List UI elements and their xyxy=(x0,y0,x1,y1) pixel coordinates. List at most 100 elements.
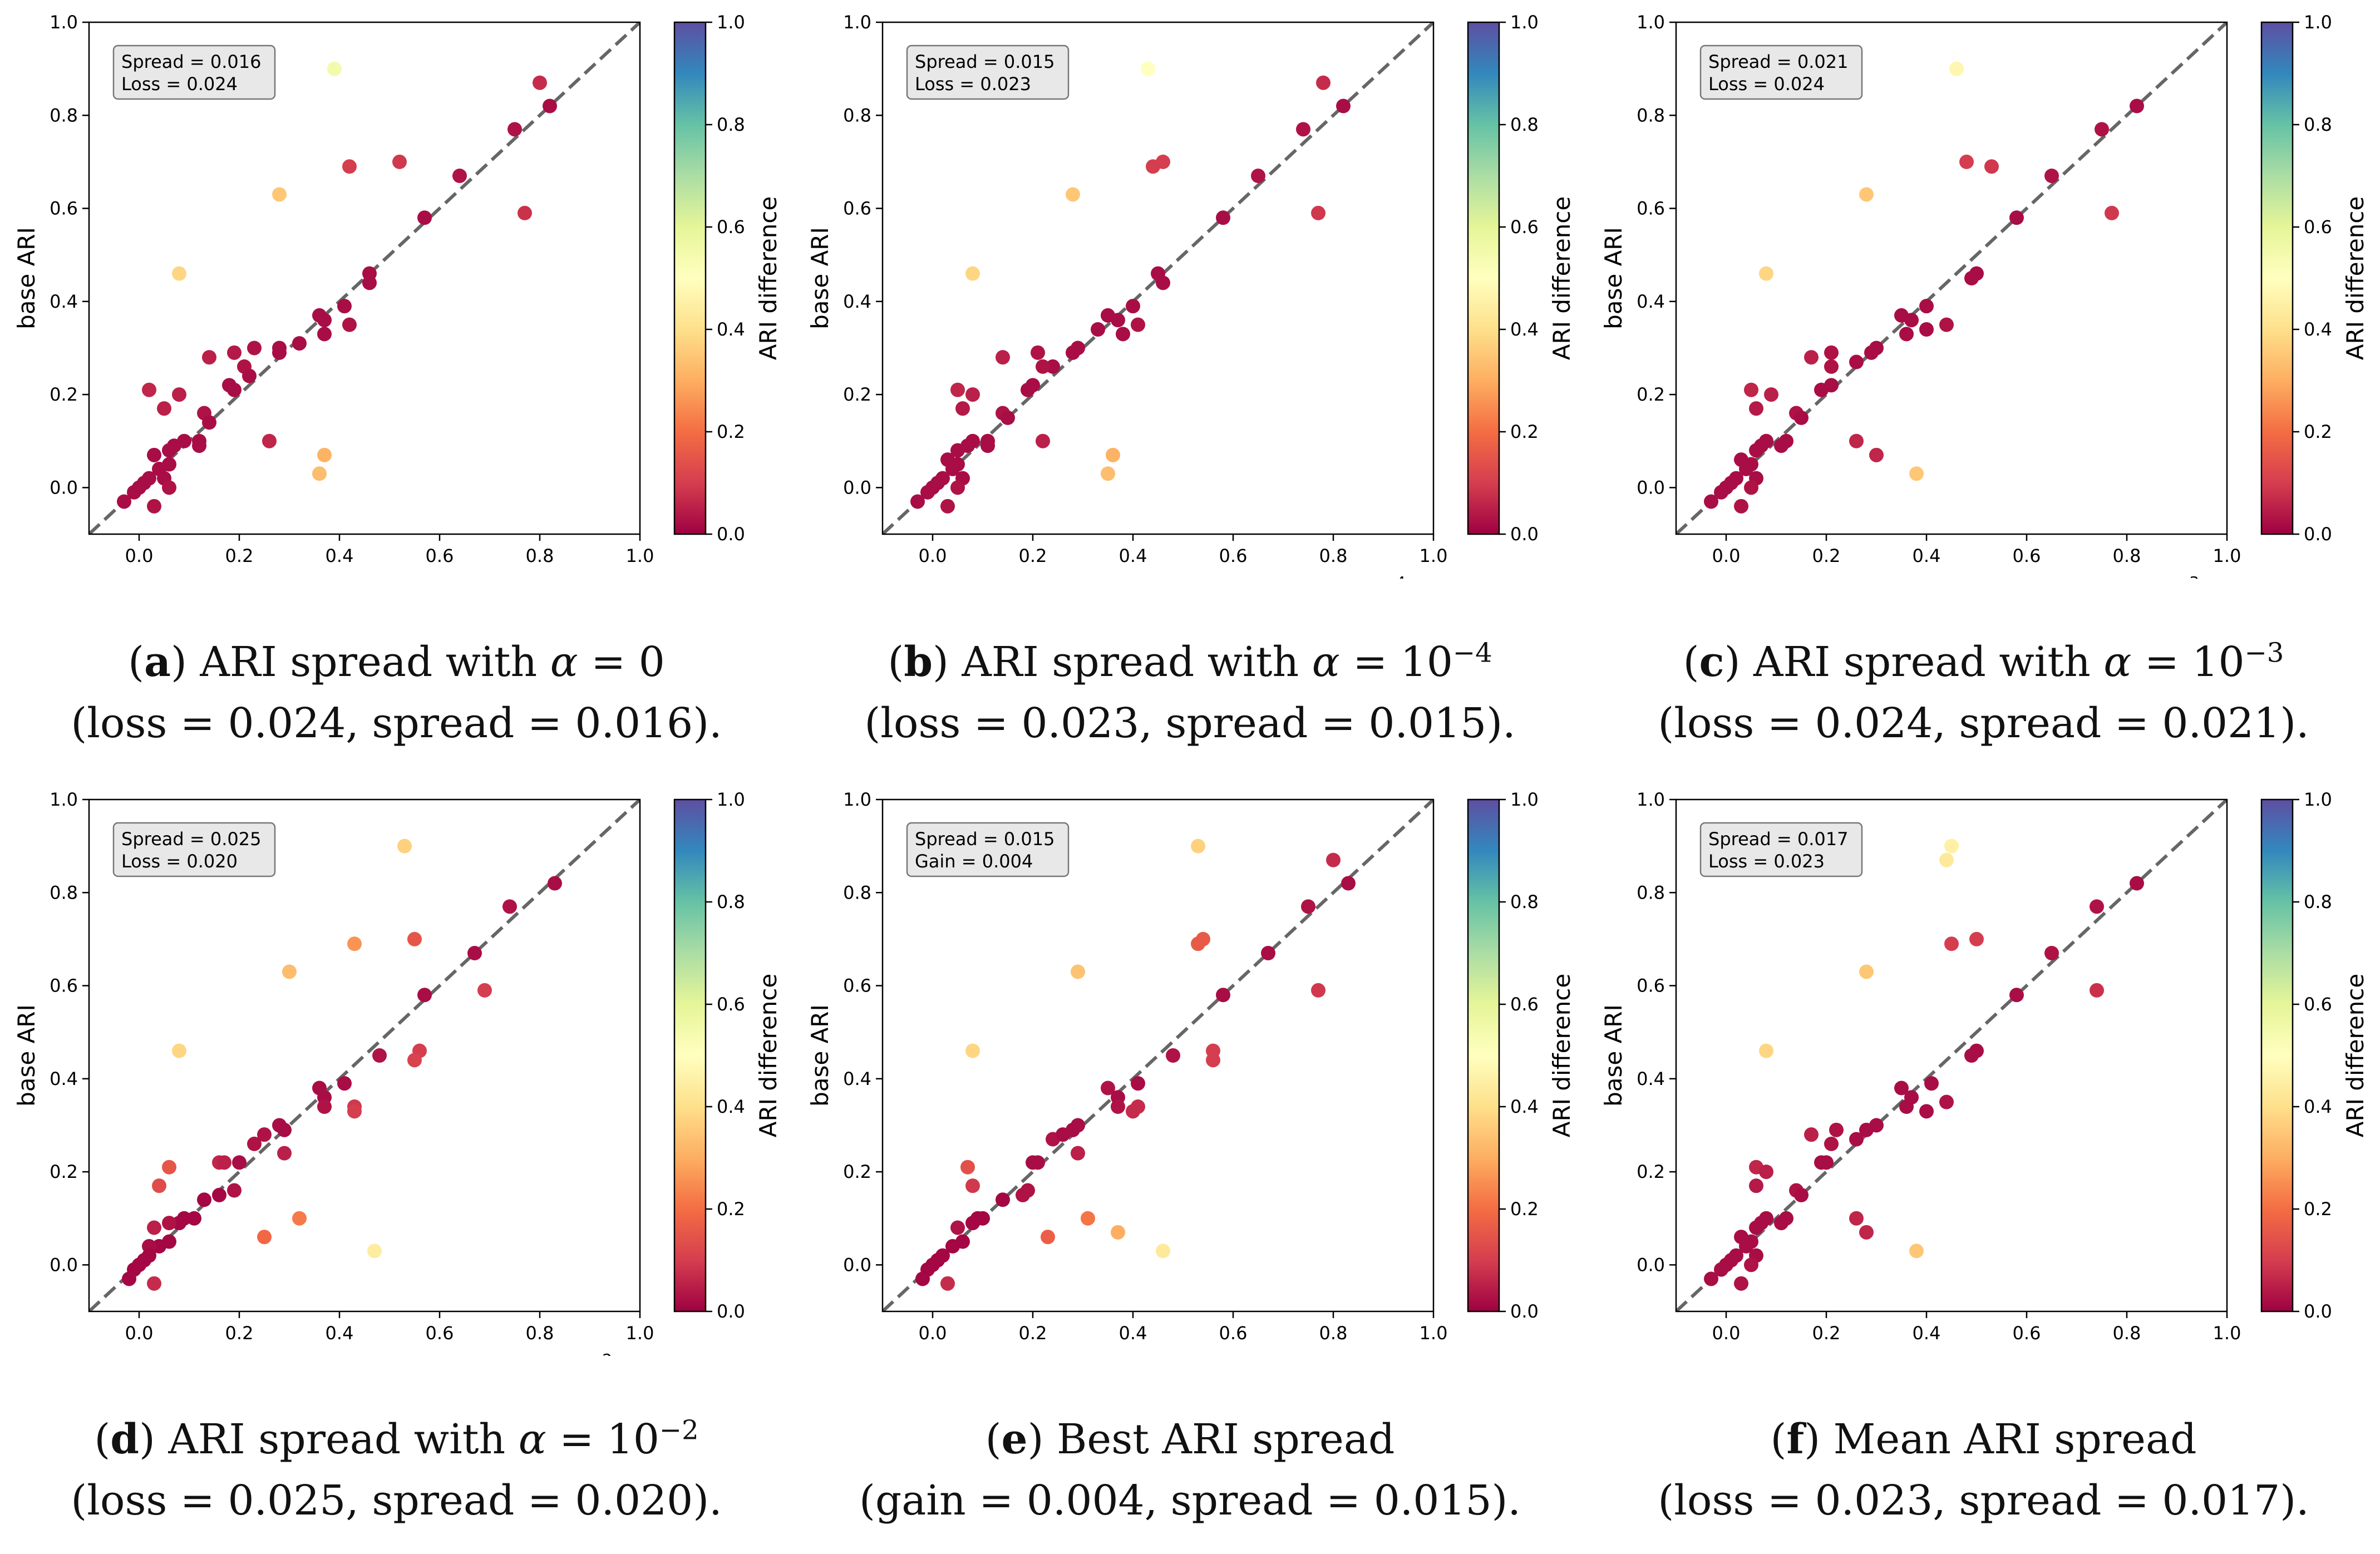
data-point xyxy=(1939,1094,1954,1109)
data-point xyxy=(965,1043,980,1058)
data-point xyxy=(1714,1262,1728,1277)
data-point xyxy=(142,382,156,397)
y-axis-label: base ARI xyxy=(1600,1004,1627,1107)
caption-stats: (gain = 0.004, spread = 0.015). xyxy=(859,1477,1521,1525)
caption-title: (f) Mean ARI spread xyxy=(1770,1415,2197,1463)
data-point xyxy=(122,1271,136,1286)
data-point xyxy=(162,480,176,495)
data-point xyxy=(1041,1230,1055,1245)
y-tick-label: 0.4 xyxy=(50,291,78,312)
colorbar-tick-label: 0.2 xyxy=(2304,1198,2332,1220)
y-tick-label: 0.2 xyxy=(50,1161,78,1182)
data-point xyxy=(2009,210,2024,225)
x-tick-label: 1.0 xyxy=(2213,545,2241,566)
axes-frame xyxy=(881,798,1435,1313)
x-tick-label: 0.4 xyxy=(1913,1323,1941,1344)
points-group xyxy=(117,61,557,514)
data-point xyxy=(1744,382,1758,397)
colorbar-tick-label: 0.8 xyxy=(717,114,745,135)
data-point xyxy=(533,75,547,90)
data-point xyxy=(1714,485,1728,500)
data-point xyxy=(1296,122,1310,137)
data-point xyxy=(272,187,287,202)
x-tick-label: 0.2 xyxy=(225,545,254,566)
data-point xyxy=(1056,1127,1070,1142)
data-point xyxy=(1316,75,1331,90)
data-point xyxy=(242,368,257,383)
data-point xyxy=(1739,461,1753,476)
data-point xyxy=(317,327,332,342)
data-point xyxy=(407,1053,422,1068)
data-point xyxy=(197,1192,211,1207)
data-point xyxy=(257,1127,272,1142)
x-tick-label: 1.0 xyxy=(626,545,654,566)
data-point xyxy=(1919,299,1934,314)
data-point xyxy=(1341,876,1356,891)
x-axis-label: framework ARI for m = 5log T and α=0 xyxy=(136,575,593,579)
stats-line-2: Loss = 0.024 xyxy=(121,73,238,95)
data-point xyxy=(1131,317,1145,332)
data-point xyxy=(1734,499,1748,514)
stats-line-2: Loss = 0.023 xyxy=(1708,851,1825,872)
data-point xyxy=(137,1253,151,1267)
colorbar-tick-label: 0.4 xyxy=(717,319,745,340)
data-point xyxy=(172,266,186,281)
y-tick-label: 0.4 xyxy=(843,291,871,312)
data-point xyxy=(1924,1076,1939,1091)
data-point xyxy=(1146,159,1160,174)
caption-stats: (loss = 0.023, spread = 0.015). xyxy=(864,699,1516,747)
y-tick-label: 0.0 xyxy=(843,477,871,498)
data-point xyxy=(1824,359,1839,374)
caption-d: (d) ARI spread with α = 10−2 (loss = 0.02… xyxy=(0,1409,793,1531)
caption-b: (b) ARI spread with α = 10−4 (loss = 0.02… xyxy=(794,632,1586,754)
data-point xyxy=(1066,345,1080,360)
data-point xyxy=(247,341,262,356)
data-point xyxy=(1849,433,1864,448)
data-point xyxy=(1101,1081,1115,1096)
colorbar-label: ARI difference xyxy=(2342,196,2369,361)
data-point xyxy=(1091,322,1105,337)
x-tick-label: 1.0 xyxy=(2213,1323,2241,1344)
data-point xyxy=(980,438,995,453)
y-tick-label: 0.6 xyxy=(1637,198,1665,219)
data-point xyxy=(202,415,216,430)
y-tick-label: 0.6 xyxy=(50,198,78,219)
data-point xyxy=(1131,1076,1145,1091)
data-point xyxy=(930,476,945,490)
data-point xyxy=(1909,1244,1924,1259)
colorbar-tick-label: 0.0 xyxy=(1510,524,1539,545)
data-point xyxy=(1959,154,1974,169)
stats-line-2: Loss = 0.020 xyxy=(121,851,238,872)
data-point xyxy=(347,1104,362,1119)
data-point xyxy=(342,159,357,174)
y-tick-label: 0.2 xyxy=(1637,384,1665,405)
colorbar: 0.0 0.2 0.4 0.6 0.8 1.0 ARI difference xyxy=(673,789,782,1322)
scatter-plot-d: 0.0 0.2 0.4 0.6 0.8 1.0 0.0 0.2 0.4 0.6 0.8 1.0 base… xyxy=(13,789,782,1356)
y-tick-label: 0.2 xyxy=(843,384,871,405)
x-tick-label: 0.6 xyxy=(1219,545,1248,566)
data-point xyxy=(1744,480,1758,495)
y-tick-label: 0.8 xyxy=(1637,105,1665,126)
data-point xyxy=(996,1192,1010,1207)
y-tick-label: 1.0 xyxy=(1637,12,1665,33)
data-point xyxy=(996,350,1010,365)
data-point xyxy=(2044,169,2059,183)
data-point xyxy=(277,1146,292,1161)
stats-line-1: Spread = 0.017 xyxy=(1708,828,1848,850)
data-point xyxy=(367,1244,382,1259)
data-point xyxy=(1116,327,1130,342)
data-point xyxy=(1859,1225,1874,1240)
data-point xyxy=(1166,1048,1180,1063)
data-point xyxy=(507,122,522,137)
caption-title: (c) ARI spread with α = 10−3 xyxy=(1683,637,2284,686)
data-point xyxy=(940,499,955,514)
y-axis-label: base ARI xyxy=(1600,227,1627,329)
x-tick-label: 0.8 xyxy=(526,1323,554,1344)
panel-e: 0.0 0.2 0.4 0.6 0.8 1.0 0.0 0.2 0.4 0.6 0.8 1.0 base… xyxy=(794,777,1586,1554)
data-point xyxy=(172,387,186,402)
data-point xyxy=(955,401,970,416)
data-point xyxy=(950,1220,965,1235)
data-point xyxy=(1969,931,1984,946)
